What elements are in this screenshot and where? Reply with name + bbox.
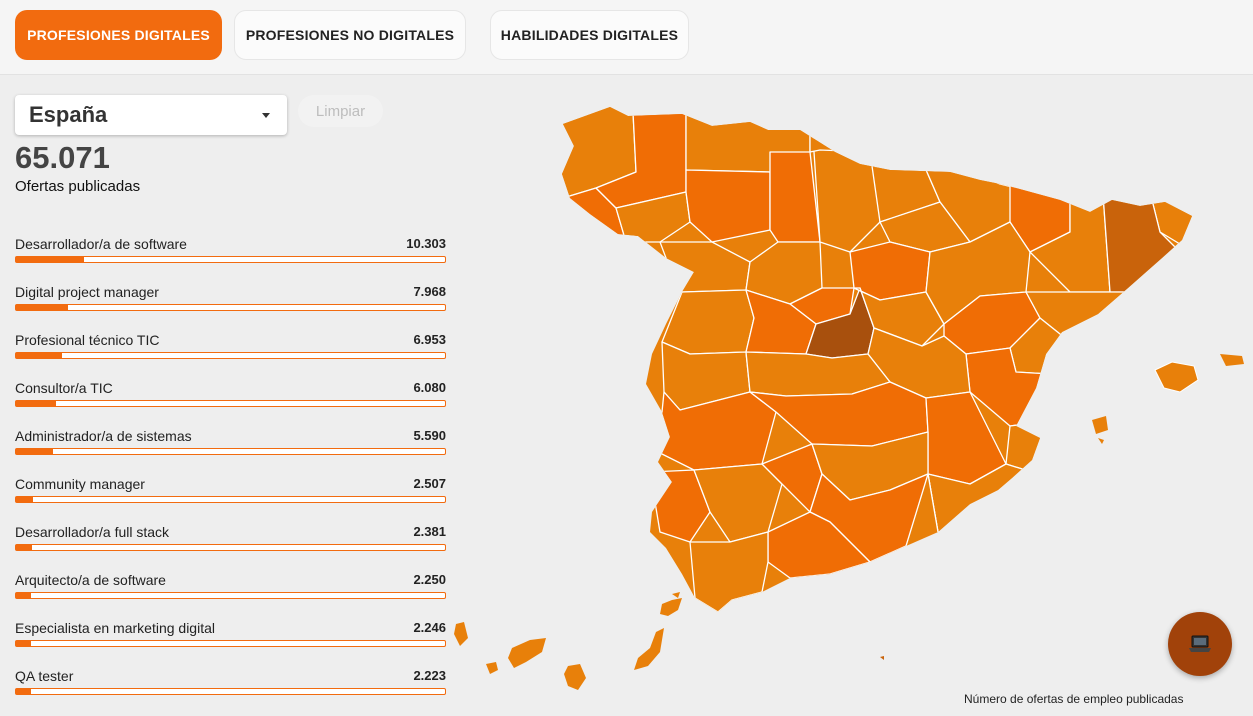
chevron-down-icon [262,113,270,118]
profession-row[interactable]: QA tester 2.223 [15,668,446,716]
profession-bar-fill [16,593,31,598]
total-offers-count: 65.071 [15,140,110,175]
profession-bar [15,304,446,311]
profession-bar [15,592,446,599]
profession-count: 6.953 [413,332,446,347]
profession-row[interactable]: Profesional técnico TIC 6.953 [15,332,446,380]
profession-row[interactable]: Especialista en marketing digital 2.246 [15,620,446,668]
province-burgos[interactable] [809,92,881,253]
profession-count: 2.223 [413,668,446,683]
region-select-value: España [29,102,108,127]
profession-name: Desarrollador/a de software [15,236,187,252]
profession-count: 7.968 [413,284,446,299]
island-menorca[interactable] [1220,354,1244,366]
profession-bar [15,688,446,695]
laptop-fab-button[interactable] [1168,612,1232,676]
profession-bar-fill [16,353,62,358]
profession-name: Especialista en marketing digital [15,620,215,636]
tab-profesiones-digitales[interactable]: PROFESIONES DIGITALES [15,10,222,60]
profession-row[interactable]: Desarrollador/a full stack 2.381 [15,524,446,572]
total-offers-label: Ofertas publicadas [15,178,141,195]
profession-name: Community manager [15,476,145,492]
profession-bar-fill [16,257,84,262]
province-melilla[interactable] [880,656,884,660]
island-formentera[interactable] [1098,438,1104,444]
island-ibiza[interactable] [1092,416,1108,434]
profession-count: 2.507 [413,476,446,491]
province-alicante[interactable] [1005,421,1071,473]
province-badajoz[interactable] [657,391,777,471]
profession-bar-fill [16,689,31,694]
profession-row[interactable]: Administrador/a de sistemas 5.590 [15,428,446,476]
profession-count: 5.590 [413,428,446,443]
province-guadalajara[interactable] [853,287,945,347]
profession-count: 2.381 [413,524,446,539]
profession-bar-fill [16,401,56,406]
profession-bar [15,640,446,647]
profession-row[interactable]: Arquitecto/a de software 2.250 [15,572,446,620]
province-malaga[interactable] [767,511,871,579]
tab-habilidades-digitales[interactable]: HABILIDADES DIGITALES [490,10,689,60]
profession-name: QA tester [15,668,74,684]
profession-name: Arquitecto/a de software [15,572,166,588]
profession-bar-fill [16,545,32,550]
profession-row[interactable]: Community manager 2.507 [15,476,446,524]
profession-bar [15,496,446,503]
profession-bar-fill [16,305,69,310]
profession-name: Profesional técnico TIC [15,332,160,348]
profession-bar-fill [16,449,53,454]
profession-bar [15,400,446,407]
profession-name: Digital project manager [15,284,159,300]
profession-bar [15,256,446,263]
province-salamanca[interactable] [661,289,755,355]
profession-bar [15,352,446,359]
profession-bar-fill [16,641,31,646]
profession-bar [15,544,446,551]
spain-provinces-map [454,92,1244,690]
profession-bar [15,448,446,455]
profession-count: 2.250 [413,572,446,587]
province-illes-balears[interactable] [1154,361,1199,393]
profession-name: Desarrollador/a full stack [15,524,170,540]
profession-name: Consultor/a TIC [15,380,113,396]
province-gipuzkoa[interactable] [919,92,971,173]
province-canarias-oeste[interactable] [454,622,586,690]
region-select[interactable]: España [15,95,287,135]
profession-row[interactable]: Digital project manager 7.968 [15,284,446,332]
professions-list: Desarrollador/a de software 10.303 Digital… [15,236,446,716]
profession-row[interactable]: Consultor/a TIC 6.080 [15,380,446,428]
tab-profesiones-no-digitales[interactable]: PROFESIONES NO DIGITALES [234,10,466,60]
profession-count: 2.246 [413,620,446,635]
profession-name: Administrador/a de sistemas [15,428,192,444]
map-legend-caption: Número de ofertas de empleo publicadas [964,692,1184,706]
top-tab-bar: PROFESIONES DIGITALES PROFESIONES NO DIG… [0,0,1253,75]
profession-row[interactable]: Desarrollador/a de software 10.303 [15,236,446,284]
province-cantabria[interactable] [809,92,871,153]
province-bizkaia[interactable] [869,92,921,157]
profession-count: 6.080 [413,380,446,395]
laptop-icon [1189,635,1211,652]
profession-count: 10.303 [406,236,446,251]
clear-button[interactable]: Limpiar [298,95,383,127]
province-canarias-este[interactable] [634,592,682,670]
province-cadiz[interactable] [689,531,769,612]
profession-bar-fill [16,497,33,502]
